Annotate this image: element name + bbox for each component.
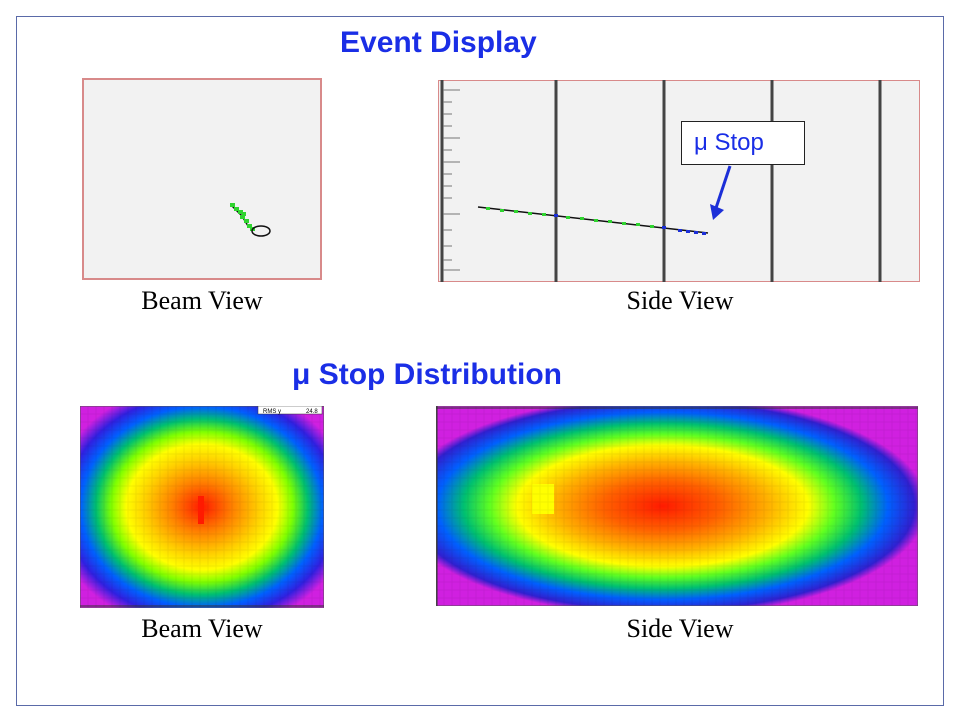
distribution-beam-view-panel: RMS y 24.8 bbox=[80, 406, 324, 608]
event-side-view-panel bbox=[438, 80, 920, 282]
beam-view-track bbox=[230, 203, 271, 237]
histogram-stat-value: 24.8 bbox=[306, 409, 318, 415]
event-side-view-caption: Side View bbox=[626, 286, 734, 315]
event-beam-view-panel bbox=[82, 78, 322, 280]
distribution-beam-view-caption: Beam View bbox=[141, 614, 263, 643]
event-beam-view-caption: Beam View bbox=[141, 286, 263, 315]
mu-stop-callout: μ Stop bbox=[681, 121, 805, 165]
distribution-side-view-panel bbox=[436, 406, 918, 606]
histogram-stat-label: RMS y bbox=[263, 409, 281, 415]
stop-distribution-title: μ Stop Distribution bbox=[292, 358, 562, 391]
side-view-track bbox=[477, 206, 709, 235]
slide-frame bbox=[16, 16, 944, 706]
distribution-side-view-caption: Side View bbox=[626, 614, 734, 643]
event-display-title: Event Display bbox=[340, 26, 537, 59]
callout-arrow bbox=[710, 165, 732, 220]
